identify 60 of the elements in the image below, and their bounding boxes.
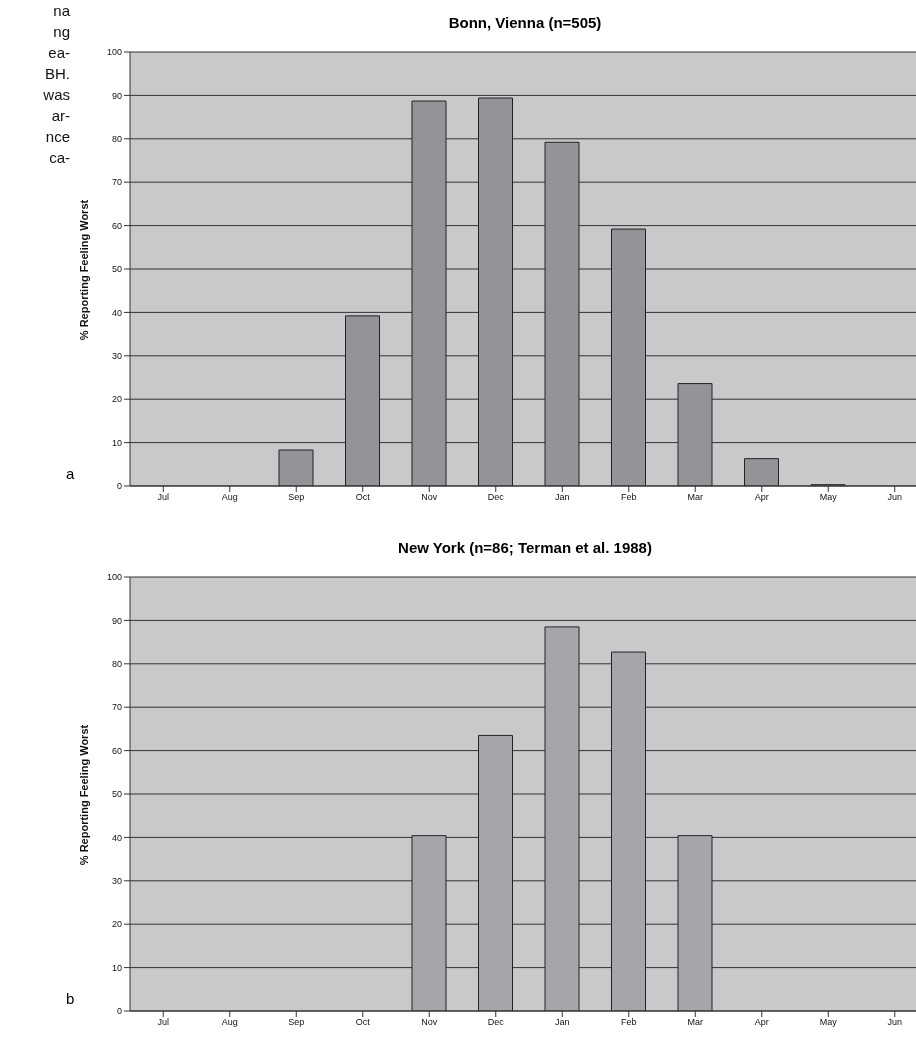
x-tick-label: Aug — [221, 1017, 238, 1028]
x-tick-label: Jan — [554, 492, 570, 503]
x-tick-label: Sep — [288, 1017, 305, 1028]
x-tick-label: Apr — [754, 492, 769, 503]
y-tick-label: 0 — [116, 1006, 122, 1017]
x-tick-label: Feb — [620, 1017, 637, 1028]
chart-title: New York (n=86; Terman et al. 1988) — [397, 539, 653, 556]
text: ng — [52, 22, 70, 42]
text: ea- — [47, 43, 70, 63]
y-tick-label: 80 — [111, 658, 122, 669]
x-tick-label: Jul — [157, 492, 170, 503]
y-tick-label: 10 — [111, 962, 122, 973]
x-tick-label: Nov — [421, 492, 438, 503]
y-tick-label: 30 — [111, 350, 122, 361]
y-tick-label: 100 — [106, 572, 122, 583]
y-tick-label: 40 — [111, 832, 122, 843]
x-tick-label: Nov — [421, 1017, 438, 1028]
y-tick-label: 90 — [111, 615, 122, 626]
x-tick-label: Oct — [355, 492, 371, 503]
y-tick-label: 10 — [111, 437, 122, 448]
text: ar- — [50, 106, 70, 126]
chart-title: Bonn, Vienna (n=505) — [447, 14, 603, 31]
x-tick-label: Jul — [157, 1017, 170, 1028]
y-tick-label: 50 — [111, 264, 122, 275]
x-tick-label: Aug — [221, 492, 238, 503]
x-tick-label: Apr — [754, 1017, 769, 1028]
text: a — [66, 465, 75, 482]
text: b — [66, 990, 75, 1007]
y-tick-label: 70 — [111, 177, 122, 188]
x-tick-label: May — [819, 492, 838, 503]
y-tick-label: 50 — [111, 789, 122, 800]
x-tick-label: Mar — [687, 1017, 703, 1028]
text: na — [52, 1, 70, 21]
text: BH. — [44, 64, 70, 84]
y-tick-label: 60 — [111, 220, 122, 231]
y-axis-title: % Reporting Feeling Worst — [78, 199, 90, 341]
y-tick-label: 0 — [116, 481, 122, 492]
x-tick-label: Oct — [355, 1017, 371, 1028]
y-tick-label: 100 — [106, 47, 122, 58]
x-tick-label: Mar — [687, 492, 703, 503]
y-axis-title: % Reporting Feeling Worst — [78, 724, 90, 866]
x-tick-label: Jun — [887, 1017, 903, 1028]
x-tick-label: Feb — [620, 492, 637, 503]
x-tick-label: May — [819, 1017, 838, 1028]
y-tick-label: 90 — [111, 90, 122, 101]
x-tick-label: Dec — [487, 1017, 505, 1028]
x-tick-label: Jan — [554, 1017, 570, 1028]
text: ca- — [48, 148, 70, 168]
y-tick-label: 80 — [111, 133, 122, 144]
text: was — [42, 85, 70, 105]
y-tick-label: 20 — [111, 919, 122, 930]
y-tick-label: 40 — [111, 307, 122, 318]
x-tick-label: Sep — [288, 492, 305, 503]
y-tick-label: 60 — [111, 745, 122, 756]
y-tick-label: 70 — [111, 702, 122, 713]
x-tick-label: Dec — [487, 492, 505, 503]
y-tick-label: 30 — [111, 875, 122, 886]
y-tick-label: 20 — [111, 394, 122, 405]
text: nce — [44, 127, 70, 147]
x-tick-label: Jun — [887, 492, 903, 503]
